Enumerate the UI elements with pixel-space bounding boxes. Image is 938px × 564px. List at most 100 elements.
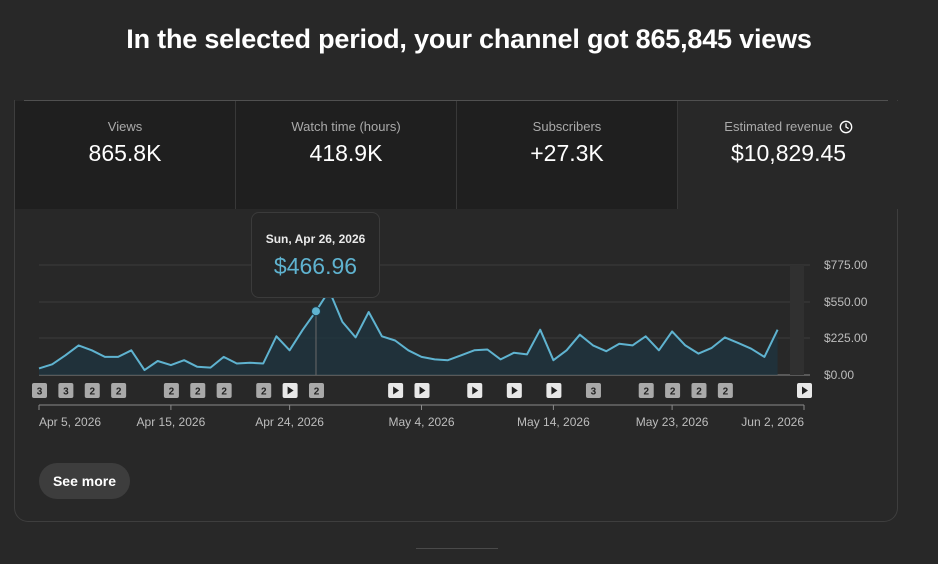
data-point[interactable] (578, 333, 582, 337)
data-point[interactable] (657, 348, 661, 352)
videos-count-marker[interactable]: 2 (665, 383, 681, 398)
data-point[interactable] (710, 346, 714, 350)
data-point[interactable] (235, 361, 239, 365)
data-point[interactable] (670, 329, 674, 333)
data-point[interactable] (393, 338, 397, 342)
data-point[interactable] (77, 343, 81, 347)
marker-count: 2 (221, 387, 227, 398)
marker-count: 2 (723, 387, 729, 398)
data-point[interactable] (776, 328, 780, 332)
videos-count-marker[interactable]: 3 (32, 383, 47, 398)
x-tick-label: Apr 15, 2026 (137, 415, 206, 429)
data-point[interactable] (248, 361, 252, 365)
video-published-marker[interactable] (797, 383, 812, 398)
x-tick-label: Jun 2, 2026 (741, 415, 804, 429)
videos-count-marker[interactable]: 3 (585, 383, 601, 398)
data-point[interactable] (169, 363, 173, 367)
videos-count-marker[interactable]: 2 (84, 383, 100, 398)
videos-count-marker[interactable]: 2 (111, 383, 127, 398)
data-point[interactable] (274, 334, 278, 338)
data-point[interactable] (208, 366, 212, 370)
revenue-line (38, 289, 779, 372)
tooltip-value: $466.96 (273, 253, 358, 279)
video-published-marker[interactable] (546, 383, 562, 398)
x-tick-label: May 23, 2026 (636, 415, 709, 429)
data-point[interactable] (499, 357, 503, 361)
videos-count-marker[interactable]: 2 (163, 383, 179, 398)
data-point[interactable] (604, 349, 608, 353)
data-point[interactable] (723, 335, 727, 339)
video-published-marker[interactable] (388, 383, 404, 398)
data-point[interactable] (420, 355, 424, 359)
data-point[interactable] (565, 348, 569, 352)
videos-count-marker[interactable]: 2 (190, 383, 206, 398)
data-point[interactable] (182, 358, 186, 362)
marker-count: 2 (670, 387, 676, 398)
video-published-marker[interactable] (506, 383, 522, 398)
data-point[interactable] (459, 353, 463, 357)
video-published-marker[interactable] (467, 383, 483, 398)
marker-count: 3 (37, 387, 43, 398)
marker-badge (717, 383, 733, 398)
data-point[interactable] (63, 353, 67, 357)
metric-tab-watch-time[interactable]: Watch time (hours) 418.9K (236, 101, 457, 209)
data-point[interactable] (433, 357, 437, 361)
data-point[interactable] (340, 320, 344, 324)
data-point[interactable] (143, 368, 147, 372)
metric-tab-estimated-revenue[interactable]: Estimated revenue $10,829.45 (678, 101, 899, 209)
data-point[interactable] (446, 358, 450, 362)
data-point[interactable] (50, 362, 54, 366)
data-point[interactable] (538, 328, 542, 332)
data-point[interactable] (525, 352, 529, 356)
metric-tab-subscribers[interactable]: Subscribers +27.3K (457, 101, 678, 209)
data-point[interactable] (696, 352, 700, 356)
metric-label: Views (107, 119, 143, 134)
data-point[interactable] (406, 348, 410, 352)
metric-tab-views[interactable]: Views 865.8K (15, 101, 236, 209)
data-point[interactable] (116, 355, 120, 359)
videos-count-marker[interactable]: 2 (638, 383, 654, 398)
metric-value: 865.8K (88, 140, 162, 166)
metric-label: Subscribers (532, 119, 602, 134)
data-point[interactable] (261, 361, 265, 365)
data-point[interactable] (103, 355, 107, 359)
video-published-marker[interactable] (282, 383, 298, 398)
videos-count-marker[interactable]: 2 (691, 383, 707, 398)
videos-count-marker[interactable]: 3 (58, 383, 74, 398)
data-point[interactable] (683, 343, 687, 347)
videos-count-marker[interactable]: 2 (717, 383, 733, 398)
data-point[interactable] (367, 310, 371, 314)
see-more-button[interactable]: See more (39, 463, 130, 499)
data-point[interactable] (129, 348, 133, 352)
data-point[interactable] (380, 334, 384, 338)
data-point[interactable] (736, 341, 740, 345)
data-point[interactable] (288, 348, 292, 352)
data-point[interactable] (512, 351, 516, 355)
data-point[interactable] (156, 359, 160, 363)
videos-count-marker[interactable]: 2 (256, 383, 272, 398)
data-point[interactable] (90, 348, 94, 352)
data-point[interactable] (222, 355, 226, 359)
videos-count-marker[interactable]: 2 (216, 383, 232, 398)
data-point[interactable] (354, 335, 358, 339)
data-point[interactable] (617, 342, 621, 346)
marker-badge (308, 383, 324, 398)
data-point[interactable] (37, 366, 41, 370)
videos-count-marker[interactable]: 2 (308, 383, 324, 398)
data-point[interactable] (644, 334, 648, 338)
data-point[interactable] (749, 347, 753, 351)
data-point[interactable] (591, 343, 595, 347)
play-icon (802, 386, 808, 395)
data-point[interactable] (485, 348, 489, 352)
highlighted-data-point[interactable] (310, 306, 321, 317)
data-point[interactable] (301, 328, 305, 332)
y-tick-label: $775.00 (824, 258, 868, 272)
data-point[interactable] (551, 358, 555, 362)
data-point[interactable] (472, 348, 476, 352)
data-point[interactable] (195, 365, 199, 369)
video-published-marker[interactable] (414, 383, 430, 398)
data-point[interactable] (762, 355, 766, 359)
clock-icon[interactable] (839, 120, 853, 134)
data-point[interactable] (631, 343, 635, 347)
